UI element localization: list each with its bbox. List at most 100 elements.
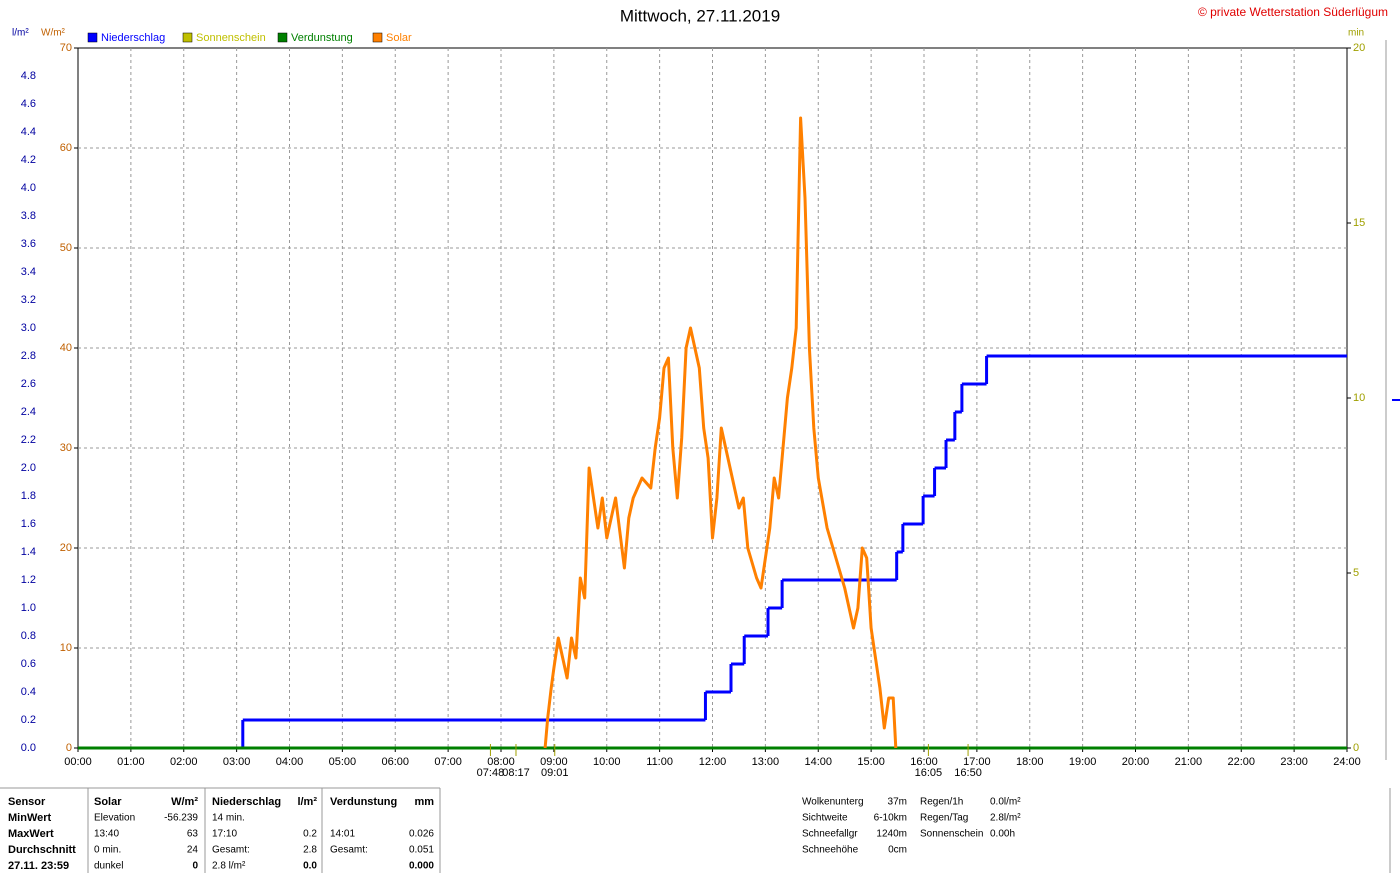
table-cell: 0.000 <box>409 861 434 872</box>
table-cell: 63 <box>187 829 199 840</box>
y-tick-label: 4.2 <box>21 154 36 166</box>
annotation-label: 07:48 <box>477 767 505 779</box>
y-tick-label: 3.6 <box>21 238 36 250</box>
info-label: Schneehöhe <box>802 845 859 856</box>
series-line <box>543 116 898 749</box>
y-tick-label: 0.8 <box>21 630 36 642</box>
info-value: 6-10km <box>874 813 907 824</box>
y-tick-label: 3.2 <box>21 294 36 306</box>
x-tick-label: 07:00 <box>434 756 462 768</box>
table-header: Niederschlag <box>212 796 281 808</box>
table-cell: 2.8 <box>303 845 317 856</box>
legend-label: Niederschlag <box>101 32 165 44</box>
x-tick-label: 24:00 <box>1333 756 1361 768</box>
y-tick-label: 4.0 <box>21 182 36 194</box>
info-value: 37m <box>888 797 907 808</box>
y-tick-label: 1.2 <box>21 574 36 586</box>
info-label: Schneefallgr <box>802 829 858 840</box>
x-tick-label: 10:00 <box>593 756 621 768</box>
table-header: Verdunstung <box>330 796 397 808</box>
x-tick-label: 23:00 <box>1280 756 1308 768</box>
y2-tick-label: 30 <box>60 442 72 454</box>
y2-tick-label: 50 <box>60 242 72 254</box>
table-cell: 14 min. <box>212 813 245 824</box>
y-tick-label: 1.6 <box>21 518 36 530</box>
legend-swatch <box>372 32 383 43</box>
y-axis-unit: l/m² <box>12 28 29 39</box>
copyright: © private Wetterstation Süderlügum <box>1198 5 1388 19</box>
y-tick-label: 0.6 <box>21 658 36 670</box>
table-cell: 0.051 <box>409 845 434 856</box>
legend-label: Verdunstung <box>291 32 353 44</box>
table-cell: 2.8 l/m² <box>212 861 246 872</box>
row-label: MinWert <box>8 812 52 824</box>
info-value: 0.0l/m² <box>990 797 1021 808</box>
x-tick-label: 04:00 <box>276 756 304 768</box>
y-tick-label: 3.4 <box>21 266 36 278</box>
y-tick-label: 2.4 <box>21 406 36 418</box>
info-value: 0cm <box>888 845 907 856</box>
x-tick-label: 11:00 <box>646 756 673 768</box>
y3-tick-label: 10 <box>1353 392 1365 404</box>
table-cell: Gesamt: <box>212 845 250 856</box>
y3-tick-label: 5 <box>1353 567 1359 579</box>
x-tick-label: 20:00 <box>1122 756 1150 768</box>
x-tick-label: 12:00 <box>699 756 727 768</box>
y2-tick-label: 60 <box>60 142 72 154</box>
x-tick-label: 18:00 <box>1016 756 1044 768</box>
y-tick-label: 1.4 <box>21 546 36 558</box>
chart-title: Mittwoch, 27.11.2019 <box>620 6 780 25</box>
y3-tick-label: 0 <box>1353 742 1359 754</box>
info-value: 2.8l/m² <box>990 813 1021 824</box>
y-tick-label: 4.6 <box>21 98 36 110</box>
y-tick-label: 0.4 <box>21 686 36 698</box>
table-header: mm <box>414 796 434 808</box>
x-tick-label: 03:00 <box>223 756 251 768</box>
y2-tick-label: 70 <box>60 42 72 54</box>
table-cell: 0.2 <box>303 829 317 840</box>
info-label: Sichtweite <box>802 813 848 824</box>
y2-axis-unit: W/m² <box>41 28 66 39</box>
legend-swatch <box>87 32 98 43</box>
y-tick-label: 4.8 <box>21 70 36 82</box>
x-tick-label: 09:00 <box>540 756 568 768</box>
table-header: Sensor <box>8 796 46 808</box>
table-cell: 0 min. <box>94 845 121 856</box>
y-tick-label: 2.6 <box>21 378 36 390</box>
info-label: Sonnenschein <box>920 829 983 840</box>
table-cell: 13:40 <box>94 829 119 840</box>
y3-tick-label: 20 <box>1353 42 1365 54</box>
x-tick-label: 08:00 <box>487 756 515 768</box>
legend-label: Sonnenschein <box>196 32 266 44</box>
table-cell: 0.026 <box>409 829 434 840</box>
x-tick-label: 19:00 <box>1069 756 1097 768</box>
y-tick-label: 3.8 <box>21 210 36 222</box>
legend-swatch <box>277 32 288 43</box>
y-tick-label: 4.4 <box>21 126 36 138</box>
table-cell: Gesamt: <box>330 845 368 856</box>
y-tick-label: 1.8 <box>21 490 36 502</box>
y-tick-label: 0.0 <box>21 742 36 754</box>
table-header: W/m² <box>171 796 198 808</box>
y-tick-label: 0.2 <box>21 714 36 726</box>
annotation-label: 16:05 <box>915 767 943 779</box>
x-tick-label: 16:00 <box>910 756 938 768</box>
x-tick-label: 22:00 <box>1227 756 1255 768</box>
table-cell: Elevation <box>94 813 135 824</box>
x-tick-label: 15:00 <box>857 756 885 768</box>
annotation-label: 16:50 <box>954 767 982 779</box>
row-label: Durchschnitt <box>8 844 76 856</box>
legend-label: Solar <box>386 32 412 44</box>
y2-tick-label: 10 <box>60 642 72 654</box>
x-tick-label: 21:00 <box>1175 756 1203 768</box>
x-tick-label: 02:00 <box>170 756 198 768</box>
x-tick-label: 14:00 <box>804 756 832 768</box>
info-label: Regen/Tag <box>920 813 968 824</box>
row-label: MaxWert <box>8 828 54 840</box>
row-label: 27.11. 23:59 <box>8 860 69 872</box>
x-tick-label: 05:00 <box>329 756 357 768</box>
y-tick-label: 2.8 <box>21 350 36 362</box>
annotation-label: 09:01 <box>541 767 569 779</box>
